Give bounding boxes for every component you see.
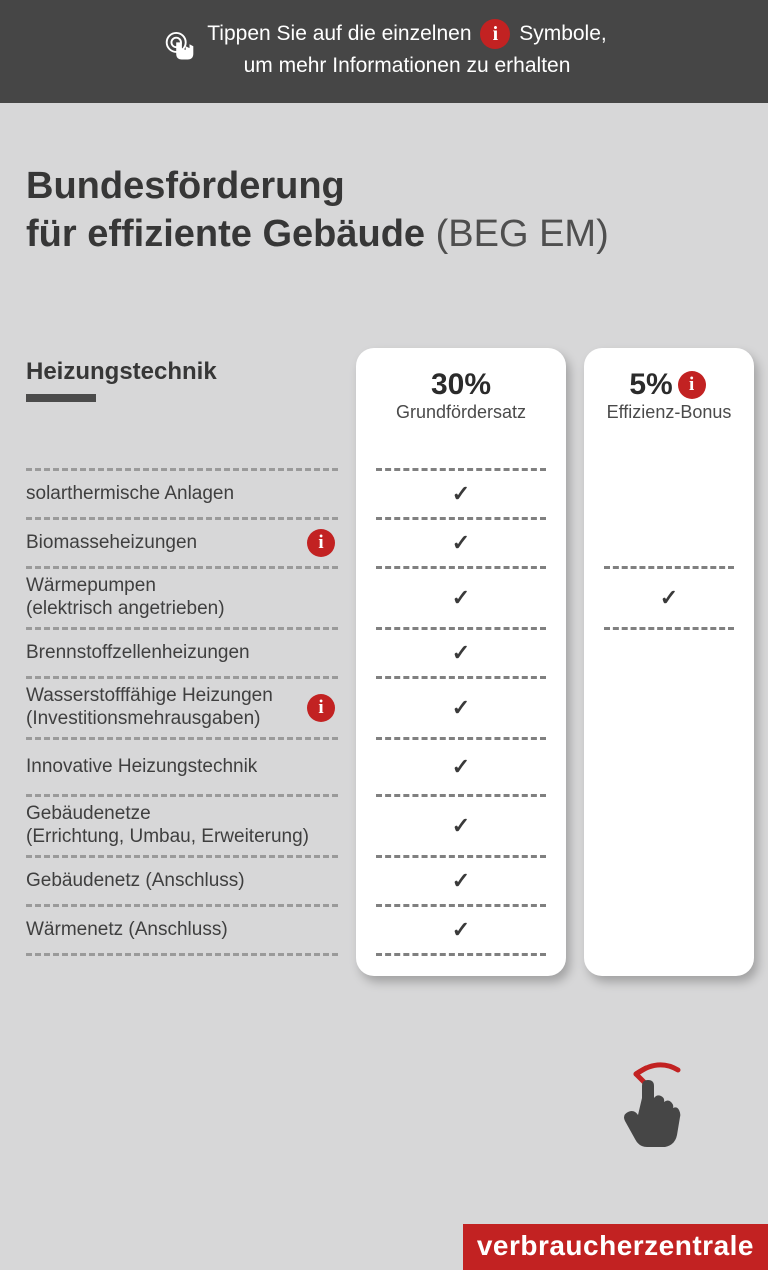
table-cell: ✓	[366, 569, 556, 627]
column-grundfoerdersatz: 30% Grundfördersatz ✓ ✓ ✓ ✓ ✓ ✓ ✓ ✓ ✓	[356, 348, 566, 976]
row-label-text: Brennstoffzellenheizungen	[26, 642, 338, 665]
info-icon: i	[480, 19, 510, 49]
check-icon: ✓	[452, 917, 470, 943]
table-row-label: Gebäudenetze(Errichtung, Umbau, Erweiter…	[26, 797, 338, 855]
table-cell: ✓	[366, 740, 556, 794]
table-cell: ✓	[366, 907, 556, 953]
table-cell	[594, 740, 744, 794]
table-cell: ✓	[594, 569, 744, 627]
table-cell	[594, 471, 744, 517]
col1-sub: Grundfördersatz	[366, 402, 556, 423]
table-cell	[594, 797, 744, 855]
tap-icon	[161, 31, 199, 69]
row-label-text: Gebäudenetze(Errichtung, Umbau, Erweiter…	[26, 803, 338, 849]
check-icon: ✓	[452, 754, 470, 780]
row-label-text: Wärmepumpen(elektrisch angetrieben)	[26, 575, 338, 621]
label-column: Heizungstechnik solarthermische Anlagen B…	[26, 348, 338, 976]
instruction-banner: Tippen Sie auf die einzelnen i Symbole, …	[0, 0, 768, 103]
title-line2b: (BEG EM)	[436, 213, 609, 255]
table-cell	[594, 630, 744, 676]
table-row-label: Wärmenetz (Anschluss)	[26, 907, 338, 953]
row-separator	[376, 953, 546, 956]
check-icon: ✓	[660, 585, 678, 611]
table-cell: ✓	[366, 797, 556, 855]
check-icon: ✓	[452, 868, 470, 894]
funding-table: Heizungstechnik solarthermische Anlagen B…	[26, 348, 742, 976]
banner-text-line2: um mehr Informationen zu erhalten	[244, 54, 571, 77]
row-label-text: Innovative Heizungstechnik	[26, 756, 338, 779]
table-cell	[594, 679, 744, 737]
table-cell	[594, 520, 744, 566]
swipe-hint-icon	[608, 1060, 688, 1155]
table-row-label: Gebäudenetz (Anschluss)	[26, 858, 338, 904]
row-label-text: Gebäudenetz (Anschluss)	[26, 870, 338, 893]
table-cell: ✓	[366, 858, 556, 904]
table-cell: ✓	[366, 520, 556, 566]
table-row-label: solarthermische Anlagen	[26, 471, 338, 517]
col2-pct: 5%	[629, 368, 672, 402]
table-row-label: Brennstoffzellenheizungen	[26, 630, 338, 676]
section-header: Heizungstechnik	[26, 358, 338, 386]
check-icon: ✓	[452, 530, 470, 556]
table-row-label: Innovative Heizungstechnik	[26, 740, 338, 794]
row-label-text: Biomasseheizungen	[26, 532, 298, 555]
check-icon: ✓	[452, 695, 470, 721]
row-label-text: Wärmenetz (Anschluss)	[26, 919, 338, 942]
table-cell: ✓	[366, 630, 556, 676]
column-effizienz-bonus: 5% i Effizienz-Bonus ✓	[584, 348, 754, 976]
table-cell: ✓	[366, 679, 556, 737]
row-label-text: Wasserstofffähige Heizungen(Investitions…	[26, 685, 298, 731]
banner-text-after: Symbole,	[519, 22, 607, 45]
check-icon: ✓	[452, 640, 470, 666]
banner-text-before: Tippen Sie auf die einzelnen	[207, 22, 471, 45]
table-row-label: Biomasseheizungen i	[26, 520, 338, 566]
check-icon: ✓	[452, 813, 470, 839]
info-icon-row[interactable]: i	[307, 694, 335, 722]
title-line2a: für effiziente Gebäude	[26, 213, 425, 255]
info-icon-col2[interactable]: i	[678, 371, 706, 399]
table-row-label: Wärmepumpen(elektrisch angetrieben)	[26, 569, 338, 627]
info-icon-row[interactable]: i	[307, 529, 335, 557]
brand-logo: verbraucherzentrale	[463, 1224, 768, 1270]
check-icon: ✓	[452, 481, 470, 507]
table-row-label: Wasserstofffähige Heizungen(Investitions…	[26, 679, 338, 737]
table-cell: ✓	[366, 471, 556, 517]
row-separator	[26, 953, 338, 956]
title-line1: Bundesförderung	[26, 165, 345, 207]
table-cell	[594, 858, 744, 904]
check-icon: ✓	[452, 585, 470, 611]
col1-pct: 30%	[431, 368, 491, 402]
header-underline	[26, 394, 96, 402]
table-cell	[594, 907, 744, 953]
row-label-text: solarthermische Anlagen	[26, 483, 338, 506]
col2-sub: Effizienz-Bonus	[594, 402, 744, 423]
page-title: Bundesförderung für effiziente Gebäude (…	[26, 163, 742, 258]
